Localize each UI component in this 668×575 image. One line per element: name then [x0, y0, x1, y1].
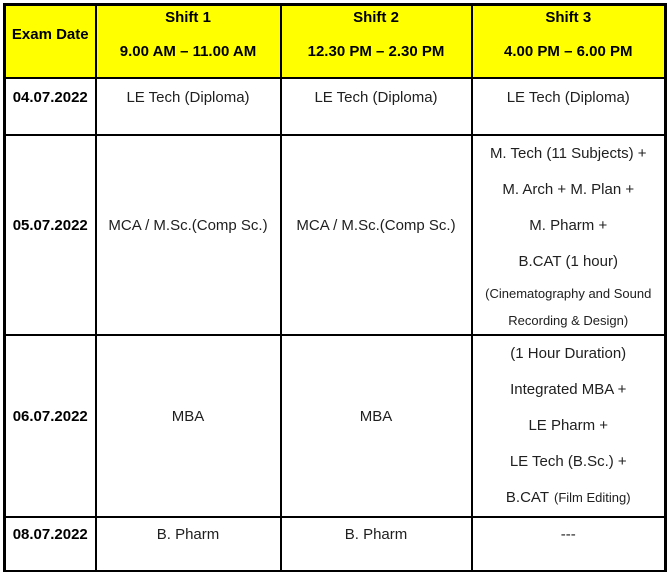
table-row: 06.07.2022 MBA MBA (1 Hour Duration) Int…	[3, 333, 667, 518]
shift1-cell: B. Pharm	[94, 515, 282, 572]
shift2-cell: MCA / M.Sc.(Comp Sc.)	[279, 133, 473, 336]
shift1-cell: MCA / M.Sc.(Comp Sc.)	[94, 133, 282, 336]
shift2-cell: B. Pharm	[279, 515, 473, 572]
shift3-line: M. Pharm +	[529, 216, 608, 234]
shift1-time: 9.00 AM – 11.00 AM	[119, 43, 257, 60]
exam-date-header: Exam Date	[3, 3, 97, 79]
shift3-note-line: (Cinematography and Sound	[485, 285, 652, 301]
shift1-name: Shift 1	[165, 9, 211, 26]
shift2-cell: LE Tech (Diploma)	[279, 76, 473, 136]
shift3-line: M. Tech (11 Subjects) +	[489, 144, 647, 162]
shift2-cell: MBA	[279, 333, 473, 518]
shift3-line-main: B.CAT	[505, 488, 549, 506]
shift2-header: Shift 2 12.30 PM – 2.30 PM	[279, 3, 473, 79]
exam-date-cell: 05.07.2022	[3, 133, 97, 336]
exam-schedule-table: Exam Date Shift 1 9.00 AM – 11.00 AM Shi…	[3, 3, 667, 572]
exam-date-cell: 04.07.2022	[3, 76, 97, 136]
shift3-cell: M. Tech (11 Subjects) + M. Arch + M. Pla…	[470, 133, 667, 336]
shift3-cell: ---	[470, 515, 667, 572]
shift3-line: B.CAT (Film Editing)	[475, 480, 663, 515]
shift3-cell: (1 Hour Duration) Integrated MBA + LE Ph…	[470, 333, 667, 518]
shift3-line: (1 Hour Duration)	[510, 344, 627, 362]
shift3-line: Integrated MBA +	[510, 380, 627, 398]
shift3-note-line: Recording & Design)	[508, 312, 629, 328]
header-row: Exam Date Shift 1 9.00 AM – 11.00 AM Shi…	[3, 3, 667, 79]
shift3-name: Shift 3	[545, 9, 592, 26]
exam-date-cell: 08.07.2022	[3, 515, 97, 572]
shift3-line: LE Tech (B.Sc.) +	[509, 452, 627, 470]
shift3-line: B.CAT (1 hour)	[518, 252, 618, 270]
exam-date-cell: 06.07.2022	[3, 333, 97, 518]
shift3-line: M. Arch + M. Plan +	[502, 180, 635, 198]
table-row: 04.07.2022 LE Tech (Diploma) LE Tech (Di…	[3, 76, 667, 136]
shift1-header: Shift 1 9.00 AM – 11.00 AM	[94, 3, 282, 79]
shift3-line-note: (Film Editing)	[553, 489, 631, 505]
table-row: 08.07.2022 B. Pharm B. Pharm ---	[3, 515, 667, 572]
shift3-line: LE Pharm +	[528, 416, 609, 434]
shift2-name: Shift 2	[353, 9, 399, 26]
shift3-time: 4.00 PM – 6.00 PM	[504, 43, 633, 60]
shift1-cell: MBA	[94, 333, 282, 518]
shift1-cell: LE Tech (Diploma)	[94, 76, 282, 136]
table-row: 05.07.2022 MCA / M.Sc.(Comp Sc.) MCA / M…	[3, 133, 667, 336]
shift3-header: Shift 3 4.00 PM – 6.00 PM	[470, 3, 667, 79]
shift2-time: 12.30 PM – 2.30 PM	[307, 43, 445, 60]
shift3-cell: LE Tech (Diploma)	[470, 76, 667, 136]
